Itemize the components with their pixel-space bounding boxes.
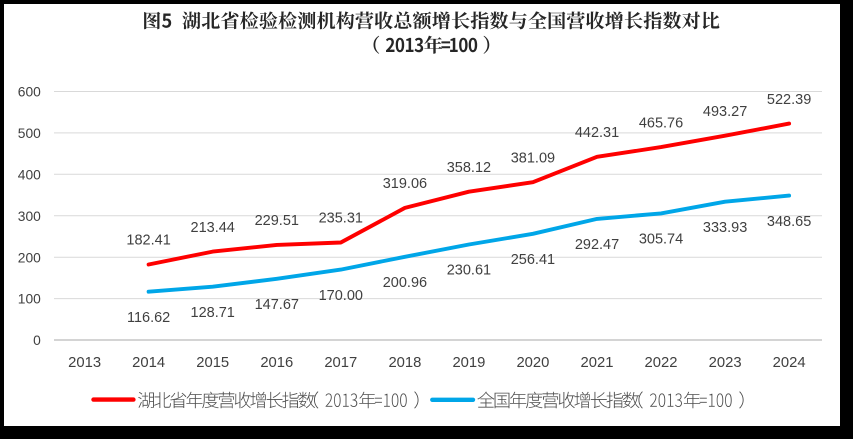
svg-text:2024: 2024 xyxy=(773,355,806,371)
svg-text:128.71: 128.71 xyxy=(191,305,235,321)
svg-text:493.27: 493.27 xyxy=(703,104,747,120)
svg-text:2013: 2013 xyxy=(68,355,101,371)
svg-text:170.00: 170.00 xyxy=(319,288,363,304)
svg-text:235.31: 235.31 xyxy=(319,211,363,227)
svg-text:333.93: 333.93 xyxy=(703,220,747,236)
svg-text:500: 500 xyxy=(18,126,41,141)
svg-text:358.12: 358.12 xyxy=(447,160,491,176)
svg-text:2023: 2023 xyxy=(709,355,742,371)
svg-text:600: 600 xyxy=(18,85,41,100)
svg-text:2021: 2021 xyxy=(581,355,614,371)
svg-text:2022: 2022 xyxy=(645,355,678,371)
svg-text:319.06: 319.06 xyxy=(383,176,427,192)
svg-text:300: 300 xyxy=(18,209,41,224)
svg-text:0: 0 xyxy=(33,333,41,348)
svg-text:229.51: 229.51 xyxy=(255,213,299,229)
svg-text:465.76: 465.76 xyxy=(639,115,683,131)
svg-text:400: 400 xyxy=(18,167,41,182)
svg-text:348.65: 348.65 xyxy=(767,214,811,230)
svg-text:2017: 2017 xyxy=(324,355,357,371)
svg-text:200.96: 200.96 xyxy=(383,275,427,291)
svg-text:182.41: 182.41 xyxy=(126,233,170,249)
svg-text:147.67: 147.67 xyxy=(255,297,299,313)
svg-text:2019: 2019 xyxy=(452,355,485,371)
svg-text:116.62: 116.62 xyxy=(127,310,170,326)
svg-text:381.09: 381.09 xyxy=(511,150,555,166)
svg-text:230.61: 230.61 xyxy=(447,263,491,279)
svg-text:2018: 2018 xyxy=(388,355,421,371)
svg-text:292.47: 292.47 xyxy=(575,237,619,253)
svg-text:2015: 2015 xyxy=(196,355,229,371)
svg-text:213.44: 213.44 xyxy=(191,220,235,236)
svg-text:2014: 2014 xyxy=(132,355,165,371)
svg-text:200: 200 xyxy=(18,250,41,265)
svg-text:2016: 2016 xyxy=(260,355,293,371)
svg-text:305.74: 305.74 xyxy=(639,232,683,248)
svg-text:100: 100 xyxy=(18,292,41,307)
svg-text:522.39: 522.39 xyxy=(767,92,811,108)
svg-text:2020: 2020 xyxy=(516,355,549,371)
svg-text:442.31: 442.31 xyxy=(575,125,619,141)
svg-text:256.41: 256.41 xyxy=(511,252,555,268)
